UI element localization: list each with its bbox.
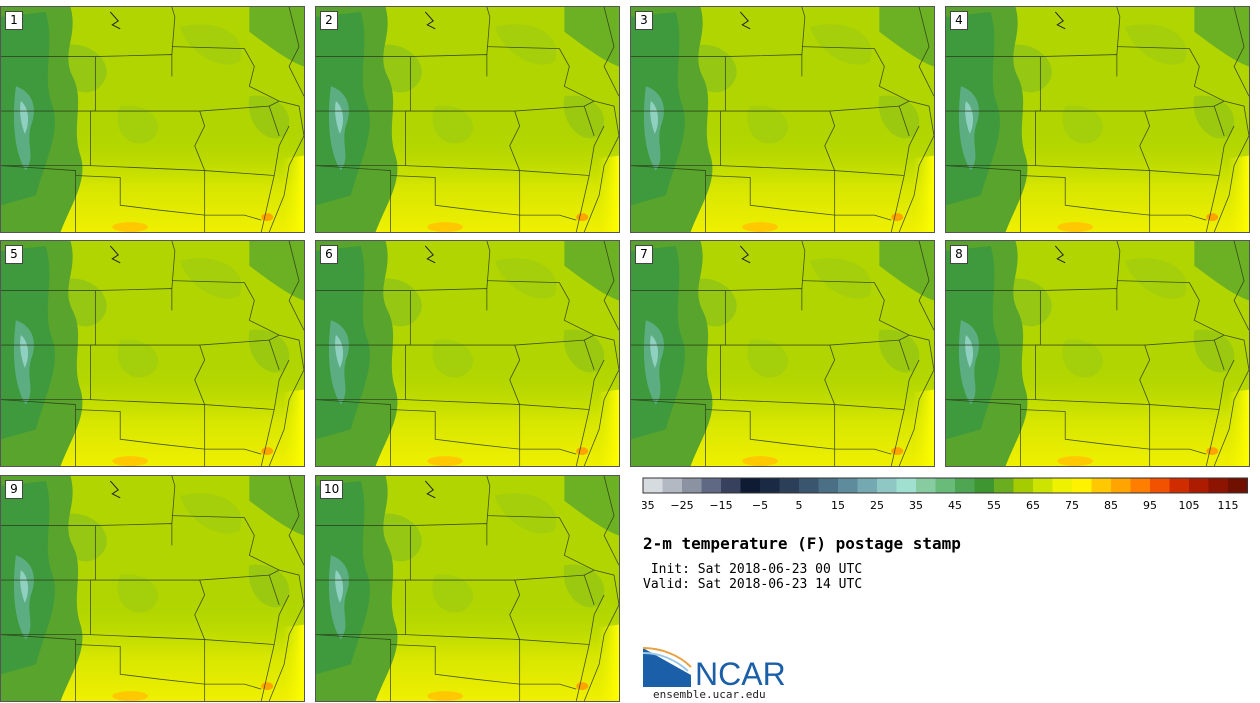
colorbar-box	[1052, 478, 1072, 493]
member-number: 1	[5, 11, 23, 30]
logo-arc-2	[643, 652, 689, 672]
init-time: Init: Sat 2018-06-23 00 UTC	[643, 562, 863, 577]
colorbar-tick-label: −5	[752, 499, 768, 512]
colorbar-tick-label: −25	[670, 499, 693, 512]
colorbar-box	[1169, 478, 1189, 493]
colorbar-tick-label: 105	[1179, 499, 1200, 512]
colorbar-tick-label: 75	[1065, 499, 1079, 512]
colorbar-ticks: −35 −25 −15 −5 5 15 25 35 45 55 65 75 85 95 105 115	[642, 499, 1239, 512]
member-panel-3[interactable]: 3	[630, 6, 935, 233]
member-number: 6	[320, 245, 338, 264]
colorbar-box	[1150, 478, 1170, 493]
temperature-map	[946, 7, 1249, 232]
colorbar-box	[1091, 478, 1111, 493]
colorbar-box	[799, 478, 819, 493]
colorbar-tick-label: 115	[1218, 499, 1239, 512]
colorbar-box	[974, 478, 994, 493]
colorbar-tick-label: −35	[642, 499, 655, 512]
colorbar-box	[896, 478, 916, 493]
valid-time: Valid: Sat 2018-06-23 14 UTC	[643, 577, 863, 592]
temperature-map	[316, 7, 619, 232]
member-panel-10[interactable]: 10	[315, 475, 620, 702]
colorbar-box	[682, 478, 702, 493]
member-number: 4	[950, 11, 968, 30]
colorbar-outline	[642, 477, 1248, 494]
member-panel-7[interactable]: 7	[630, 240, 935, 467]
colorbar-tick-label: 85	[1104, 499, 1118, 512]
colorbar-tick-label: 25	[870, 499, 884, 512]
member-number: 10	[320, 480, 344, 499]
colorbar-box	[721, 478, 741, 493]
temperature-map	[1, 7, 304, 232]
colorbar-box	[935, 478, 955, 493]
colorbar-box	[760, 478, 780, 493]
colorbar-boxes	[642, 477, 1248, 494]
logo-text: NCAR	[695, 656, 786, 689]
member-panel-1[interactable]: 1	[0, 6, 305, 233]
colorbar-box	[701, 478, 721, 493]
colorbar-box	[779, 478, 799, 493]
temperature-colorbar: −35 −25 −15 −5 5 15 25 35 45 55 65 75 85 95 105 115	[642, 477, 1248, 512]
member-number: 8	[950, 245, 968, 264]
colorbar-box	[994, 478, 1014, 493]
member-panel-9[interactable]: 9	[0, 475, 305, 702]
member-number: 7	[635, 245, 653, 264]
temperature-map	[1, 241, 304, 466]
logo-arc	[643, 647, 692, 668]
ncar-logo[interactable]: NCAR	[643, 645, 793, 689]
temperature-map	[631, 241, 934, 466]
member-panel-8[interactable]: 8	[945, 240, 1250, 467]
member-number: 2	[320, 11, 338, 30]
colorbar-box	[740, 478, 760, 493]
colorbar-box	[818, 478, 838, 493]
temperature-map	[1, 476, 304, 701]
colorbar-tick-label: −15	[709, 499, 732, 512]
colorbar-box	[838, 478, 858, 493]
colorbar-tick-label: 45	[948, 499, 962, 512]
colorbar-tick-label: 5	[796, 499, 803, 512]
colorbar-box	[857, 478, 877, 493]
colorbar-tick-label: 65	[1026, 499, 1040, 512]
colorbar-tick-label: 55	[987, 499, 1001, 512]
time-info: Init: Sat 2018-06-23 00 UTC Valid: Sat 20…	[643, 562, 862, 592]
colorbar-tick-label: 95	[1143, 499, 1157, 512]
colorbar-box	[1130, 478, 1150, 493]
colorbar-box	[916, 478, 936, 493]
colorbar-box	[1189, 478, 1209, 493]
colorbar-box	[1208, 478, 1228, 493]
colorbar-tick-label: 35	[909, 499, 923, 512]
colorbar-box	[643, 478, 663, 493]
colorbar-box	[955, 478, 975, 493]
logo-url[interactable]: ensemble.ucar.edu	[653, 688, 766, 701]
colorbar-box	[1072, 478, 1092, 493]
member-panel-4[interactable]: 4	[945, 6, 1250, 233]
colorbar-box	[1013, 478, 1033, 493]
colorbar-box	[1033, 478, 1053, 493]
colorbar-box	[877, 478, 897, 493]
colorbar-tick-label: 15	[831, 499, 845, 512]
member-number: 9	[5, 480, 23, 499]
member-panel-2[interactable]: 2	[315, 6, 620, 233]
logo-swoosh	[643, 648, 691, 687]
temperature-map	[316, 241, 619, 466]
member-number: 3	[635, 11, 653, 30]
temperature-map	[316, 476, 619, 701]
colorbar-box	[662, 478, 682, 493]
member-panel-5[interactable]: 5	[0, 240, 305, 467]
member-panel-6[interactable]: 6	[315, 240, 620, 467]
colorbar-box	[1228, 478, 1248, 493]
colorbar-box	[1111, 478, 1131, 493]
temperature-map	[946, 241, 1249, 466]
member-number: 5	[5, 245, 23, 264]
page-title: 2-m temperature (F) postage stamp	[643, 534, 961, 553]
temperature-map	[631, 7, 934, 232]
